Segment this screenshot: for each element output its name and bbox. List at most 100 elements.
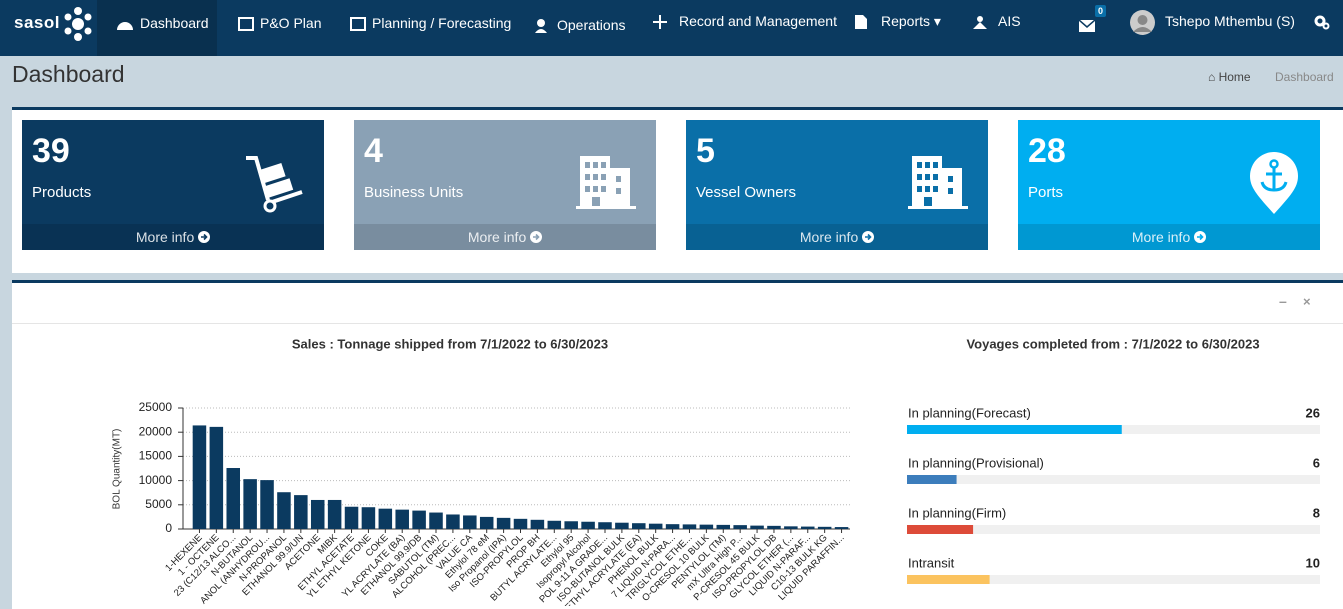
icon [973,16,987,30]
bar [581,521,595,529]
nav-record[interactable]: Record and Management [653,0,837,54]
y-tick-label: 20000 [139,424,173,438]
bar [513,518,528,529]
bar [412,510,426,529]
y-tick-label: 15000 [139,449,173,463]
box-label: Products [32,184,92,201]
bar [496,517,511,529]
bar [699,524,714,529]
y-tick-label: 0 [165,521,172,535]
bar [817,526,832,529]
nav-label: Operations [557,17,626,33]
more-info-link[interactable]: More info [22,224,324,250]
bar [665,524,680,529]
progress-value: 10 [1306,555,1320,570]
bar [429,512,443,529]
nav-ais[interactable]: AIS [972,0,1021,54]
more-info-link[interactable]: More info [354,224,656,250]
box-value: 5 [696,132,715,170]
bar [361,507,376,529]
nav-label: Dashboard [140,15,209,31]
nav-mail[interactable] [1078,2,1101,58]
nav-dashboard[interactable]: Dashboard [116,0,209,56]
icon [117,22,133,31]
y-tick-label: 5000 [145,497,172,511]
bar [446,514,460,529]
arrow-icon [530,231,543,243]
progress-label: In planning(Provisional) [908,455,1044,470]
breadcrumb-current: Dashboard [1275,70,1334,84]
bar [615,522,629,529]
progress-track [907,575,1320,584]
nav-operations[interactable]: Operations [535,2,625,58]
progress-track [907,475,1320,484]
bar [800,526,815,529]
progress-value: 6 [1313,455,1320,470]
bar [648,523,663,529]
icon [1314,15,1330,30]
breadcrumb-home[interactable]: ⌂ Home [1208,70,1251,84]
nav-planning[interactable]: Planning / Forecasting [350,0,511,56]
progress-label: In planning(Forecast) [908,405,1031,420]
info-box: 5 Vessel Owners More info [686,120,988,250]
avatar [1130,9,1155,35]
active-nav-bg [97,0,217,56]
chart-panel: – × [12,280,1343,609]
nav-settings[interactable] [1314,0,1336,54]
progress-bar [907,425,1122,434]
bar [733,525,747,529]
bar [277,492,291,529]
close-button[interactable]: × [1303,294,1311,309]
icon [653,15,667,30]
nav-po-plan[interactable]: P&O Plan [238,0,321,56]
box-label: Vessel Owners [696,184,797,201]
link-text: More info [135,229,195,245]
link-text: More info [467,229,527,245]
breadcrumb-text: Home [1218,70,1251,84]
nav-label: P&O Plan [260,15,322,31]
link-text: More info [1131,229,1191,245]
y-tick-label: 10000 [139,473,173,487]
icon [350,17,366,32]
bar [327,499,342,529]
box-label: Ports [1028,184,1064,201]
box-value: 28 [1028,132,1066,170]
bar [344,506,359,529]
bar [226,468,241,529]
arrow-icon [862,231,875,243]
y-tick-label: 25000 [139,400,173,414]
bar [260,480,274,529]
bar [243,479,257,529]
mail-badge: 0 [1095,5,1107,17]
panel-header-divider [12,323,1343,324]
nav-label: AIS [998,13,1021,29]
box-icon [1248,152,1300,219]
more-info-link[interactable]: More info [1018,224,1320,250]
logo[interactable]: sasol [14,0,98,56]
bar [632,523,646,529]
bar [479,516,494,529]
box-icon [576,152,636,213]
link-text: More info [799,229,859,245]
nav-reports[interactable]: Reports ▾ [855,0,941,54]
collapse-button[interactable]: – [1279,293,1287,309]
arrow-icon [1194,231,1207,243]
icon [855,15,867,30]
bar [547,520,562,529]
progress-value: 8 [1313,505,1320,520]
info-box: 28 Ports More info [1018,120,1320,250]
arrow-icon [198,231,211,243]
bar [395,509,409,529]
bar [378,508,393,529]
progress-value: 26 [1306,405,1320,420]
logo-text: sasol [14,13,60,32]
bar [598,522,612,529]
info-box: 39 Products More info [22,120,324,250]
bar [463,515,477,529]
bar [530,519,545,529]
bar [682,524,697,529]
more-info-link[interactable]: More info [686,224,988,250]
icon [1078,19,1096,33]
nav-user[interactable]: Tshepo Mthembu (S) [1130,0,1295,54]
